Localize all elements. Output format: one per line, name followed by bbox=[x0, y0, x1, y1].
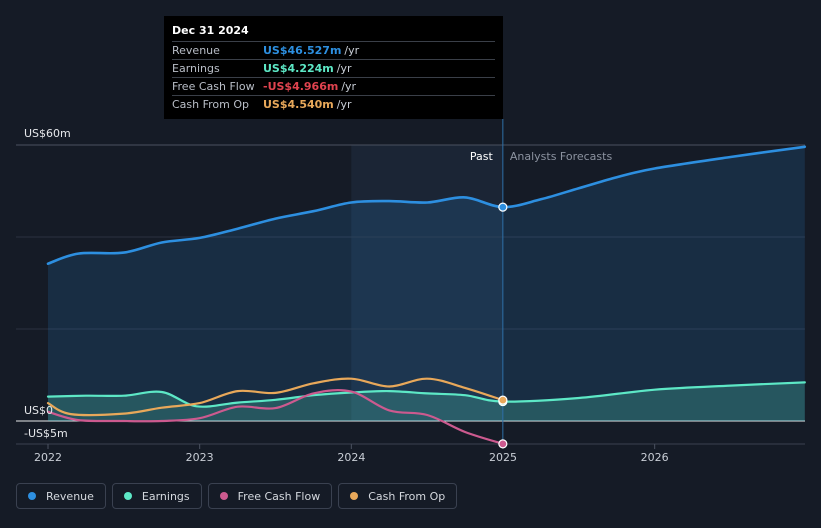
series-line-revenue bbox=[46, 145, 807, 265]
highlight-band bbox=[351, 145, 503, 421]
marker-free-cash-flow bbox=[498, 439, 508, 449]
tooltip-unit: /yr bbox=[336, 98, 352, 111]
tooltip-value: -US$4.966m bbox=[263, 80, 339, 93]
tooltip-unit: /yr bbox=[344, 44, 360, 57]
legend-label: Cash From Op bbox=[368, 489, 446, 503]
x-tick-label: 2026 bbox=[641, 451, 669, 464]
y-label-top: US$60m bbox=[24, 127, 71, 140]
x-tick-label: 2025 bbox=[489, 451, 517, 464]
series-line-free-cash-flow bbox=[46, 389, 504, 445]
legend-label: Free Cash Flow bbox=[237, 489, 321, 503]
tooltip-date: Dec 31 2024 bbox=[172, 24, 249, 37]
y-label-zero: US$0 bbox=[24, 404, 53, 417]
y-label-bottom: -US$5m bbox=[24, 427, 68, 440]
legend-dot-icon bbox=[123, 492, 132, 500]
legend-dot-icon bbox=[28, 492, 36, 500]
tooltip-label: Cash From Op bbox=[172, 98, 250, 111]
past-label: Past bbox=[470, 150, 494, 163]
tooltip-unit: /yr bbox=[336, 62, 352, 75]
legend-item-earnings[interactable]: Earnings bbox=[111, 483, 202, 509]
series-area-revenue bbox=[48, 146, 805, 422]
marker-revenue bbox=[498, 202, 508, 212]
series-line-cash-from-op bbox=[46, 377, 504, 417]
legend-item-revenue[interactable]: Revenue bbox=[16, 483, 106, 509]
tooltip-row-revenue: Revenue US$46.527m /yr bbox=[172, 41, 495, 59]
x-tick-label: 2023 bbox=[186, 451, 214, 464]
legend-item-free-cash-flow[interactable]: Free Cash Flow bbox=[207, 483, 333, 509]
tooltip-label: Revenue bbox=[172, 44, 220, 57]
tooltip-row-cash-from-op: Cash From Op US$4.540m /yr bbox=[172, 95, 495, 113]
legend-dot-icon bbox=[350, 492, 359, 500]
legend: Revenue Earnings Free Cash Flow Cash Fro… bbox=[16, 483, 458, 509]
x-tick-label: 2024 bbox=[337, 451, 365, 464]
forecast-label: Analysts Forecasts bbox=[510, 150, 613, 163]
tooltip-row-free-cash-flow: Free Cash Flow -US$4.966m /yr bbox=[172, 77, 495, 95]
tooltip-value: US$4.224m bbox=[263, 62, 334, 75]
legend-dot-icon bbox=[219, 492, 228, 500]
tooltip-row-earnings: Earnings US$4.224m /yr bbox=[172, 59, 495, 77]
tooltip-unit: /yr bbox=[341, 80, 357, 93]
tooltip-value: US$46.527m bbox=[263, 44, 342, 57]
tooltip-label: Earnings bbox=[172, 62, 220, 75]
marker-cash-from-op bbox=[498, 395, 508, 405]
tooltip-value: US$4.540m bbox=[263, 98, 334, 111]
x-tick-label: 2022 bbox=[34, 451, 62, 464]
legend-label: Revenue bbox=[46, 489, 94, 503]
legend-label: Earnings bbox=[141, 489, 190, 503]
series-area-earnings bbox=[48, 382, 805, 421]
tooltip-label: Free Cash Flow bbox=[172, 80, 255, 93]
tooltip: Dec 31 2024 Revenue US$46.527m /yr Earni… bbox=[164, 16, 503, 119]
legend-item-cash-from-op[interactable]: Cash From Op bbox=[338, 483, 458, 509]
